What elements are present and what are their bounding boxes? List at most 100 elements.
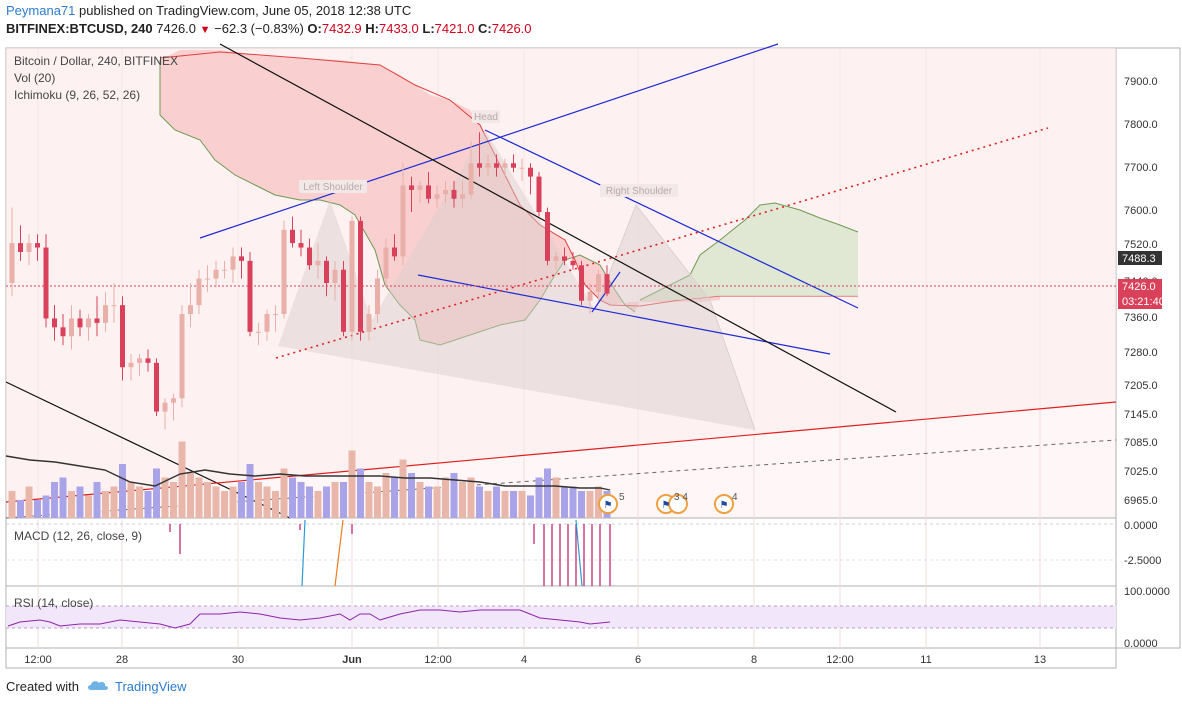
event-flag-2[interactable]: ⚑ 3 4 (656, 492, 688, 514)
time-tick: 8 (751, 654, 757, 666)
price-tick: 7085.0 (1124, 437, 1158, 449)
legend-volume: Vol (20) (14, 71, 55, 85)
volume-bar (459, 482, 466, 518)
price-tick: 7205.0 (1124, 380, 1158, 392)
volume-bar (144, 491, 152, 518)
candle-body (86, 318, 91, 328)
dotted-red-trend (275, 127, 1049, 359)
bar-timer-text: 03:21:40 (1122, 296, 1165, 308)
volume-bar (297, 482, 305, 518)
candle-body (375, 278, 380, 315)
candle-body (502, 163, 508, 168)
rsi-line (7, 609, 611, 629)
high-label: H: (365, 21, 379, 36)
candle-body (239, 256, 244, 261)
close-label: C: (478, 21, 492, 36)
time-axis-labels: 12:00 28 30 Jun 12:00 4 6 8 12:00 11 13 (24, 654, 1046, 666)
candle-body (145, 358, 151, 363)
volume-bar (229, 486, 237, 518)
right-shoulder-label: Right Shoulder (606, 186, 673, 197)
head-label: Head (474, 112, 498, 123)
volume-bar (221, 491, 228, 518)
volume-bar (314, 491, 322, 518)
price-axis-labels: 7900.0 7800.0 7700.0 7600.0 7520.0 7440.… (1124, 76, 1158, 507)
candle-body (349, 220, 355, 332)
us-flag-icon: ⚑ (662, 500, 671, 511)
price-badge-high-text: 7488.3 (1122, 253, 1156, 265)
candle-body (460, 194, 465, 199)
candle-body (332, 269, 338, 283)
symbol-name: BITFINEX:BTCUSD, 240 (6, 21, 153, 36)
candle-body (137, 358, 142, 363)
low-value: 7421.0 (434, 21, 475, 36)
candle-body (477, 163, 482, 168)
price-tick: 7360.0 (1124, 312, 1158, 324)
volume-bar (501, 491, 509, 518)
macd-label: MACD (12, 26, close, 9) (14, 529, 142, 543)
price-badge-last-text: 7426.0 (1122, 281, 1156, 293)
candle-body (587, 291, 593, 301)
candle-body (264, 314, 270, 332)
candle-body (485, 163, 491, 168)
publish-info: Peymana71 published on TradingView.com, … (6, 3, 411, 18)
time-tick: 13 (1034, 654, 1046, 666)
event-count-2: 3 4 (674, 492, 688, 503)
candle-body (179, 314, 185, 399)
volume-bar (272, 491, 279, 518)
price-tick: 6965.0 (1124, 495, 1158, 507)
candle-body (26, 243, 32, 252)
candle-body (103, 305, 108, 323)
volume-bar (306, 486, 313, 518)
time-axis[interactable] (5, 647, 1117, 669)
candle-body (230, 256, 236, 270)
candle-body (545, 212, 550, 261)
rsi-label: RSI (14, close) (14, 596, 93, 610)
volume-bar (76, 486, 84, 518)
candle-body (290, 229, 295, 244)
event-flag-1[interactable]: ⚑ 5 (598, 492, 625, 514)
candle-body (553, 256, 559, 261)
lower-channel-line (417, 274, 831, 355)
head-shoulders-pattern (278, 130, 755, 430)
tradingview-link[interactable]: TradingView (114, 679, 187, 694)
legend-title: Bitcoin / Dollar, 240, BITFINEX (14, 54, 178, 68)
event-count-3: 4 (732, 492, 738, 503)
price-badge-high (1118, 251, 1162, 265)
price-axis[interactable] (1115, 47, 1181, 649)
senkou-span-b-future (639, 202, 859, 301)
macd-tick: -2.5000 (1124, 555, 1161, 567)
ichimoku-cloud-bullish (640, 203, 858, 300)
candle-body (426, 185, 431, 199)
candle-body (324, 260, 329, 283)
last-price: 7426.0 (156, 21, 197, 36)
volume-bar (280, 468, 288, 518)
created-with-text: Created with (6, 679, 79, 694)
candle-body (35, 243, 40, 248)
author-link[interactable]: Peymana71 (6, 3, 76, 18)
candle-body (111, 305, 117, 307)
macd-pane[interactable] (5, 517, 1117, 587)
event-flag-3[interactable]: ⚑ 4 (714, 492, 738, 514)
candle-body (409, 185, 414, 190)
chart-area[interactable]: Left Shoulder Head Right Shoulder Bitcoi… (0, 42, 1182, 670)
macd-line-recent (575, 519, 583, 587)
us-flag-icon: ⚑ (604, 500, 613, 511)
time-tick: 28 (116, 654, 128, 666)
macd-histogram (169, 524, 611, 586)
candle-body (400, 185, 406, 257)
price-tick: 7800.0 (1124, 119, 1158, 131)
volume-bar (127, 482, 135, 518)
volume-bar (110, 486, 118, 518)
candle-body (434, 194, 440, 199)
candle-body (604, 274, 610, 294)
candle-body (315, 260, 321, 266)
candle-body (519, 167, 525, 169)
candle-body (451, 189, 457, 199)
open-label: O: (307, 21, 322, 36)
volume-bar (68, 491, 75, 518)
candle-body (162, 402, 168, 412)
chart-svg[interactable]: Left Shoulder Head Right Shoulder Bitcoi… (0, 42, 1182, 670)
volume-bar (425, 486, 432, 518)
close-value: 7426.0 (491, 21, 532, 36)
price-change: −62.3 (−0.83%) (214, 21, 304, 36)
